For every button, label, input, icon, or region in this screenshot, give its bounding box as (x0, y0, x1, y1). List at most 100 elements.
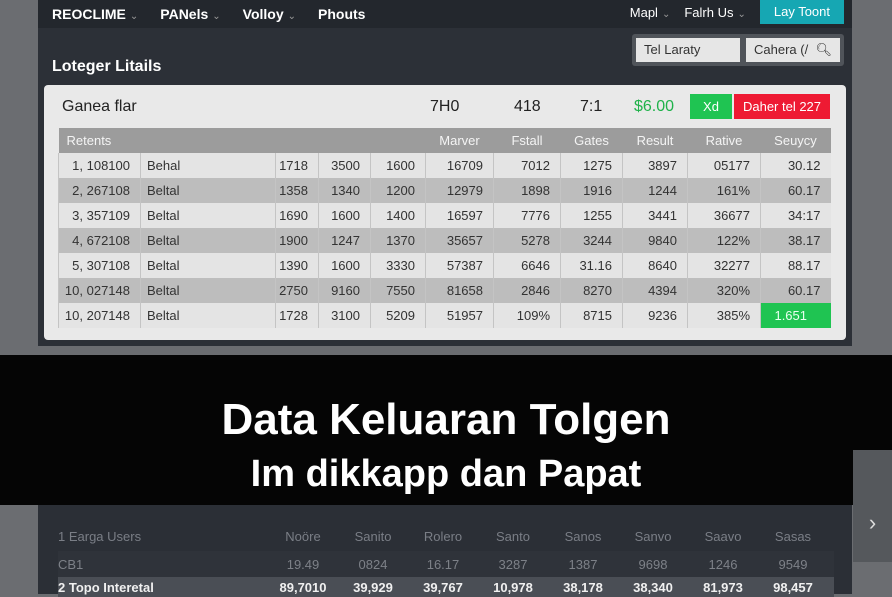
row-value: Sasas (774, 528, 812, 544)
row-label: 1 Earga Users (58, 528, 142, 544)
table-row[interactable]: 10, 207148 Beltal 1728 3100 5209 51957 109% 871… (58, 303, 831, 328)
table-cell: 05177 (687, 153, 761, 178)
table-cell: 3441 (622, 203, 688, 228)
table-cell: 1255 (560, 203, 623, 228)
table-cell: 1.651 (760, 303, 831, 328)
nav-item[interactable]: PANels ⌄ (160, 6, 221, 22)
chevron-right-icon[interactable]: › (868, 510, 877, 535)
name-cell: Beltal (140, 228, 276, 253)
column-header[interactable]: Result (622, 128, 688, 153)
row-value: 19.49 (286, 556, 320, 572)
row-value: 39,767 (423, 579, 463, 595)
table-cell: 1690 (275, 203, 319, 228)
row-value: 39,929 (353, 579, 393, 595)
table-cell: 81658 (425, 278, 494, 303)
row-value: Noöre (285, 528, 321, 544)
row-label: 2 Topo Interetal (58, 579, 154, 595)
table-cell: 60.17 (760, 178, 831, 203)
table-cell: 2846 (493, 278, 561, 303)
red-button[interactable]: Daher tel 227 (734, 94, 830, 119)
column-header[interactable]: Retents (58, 128, 426, 153)
table-cell: 122% (687, 228, 761, 253)
table-row[interactable]: 2, 267108 Beltal 1358 1340 1200 12979 1898 1916… (58, 178, 831, 203)
summary-value: 7H0 (430, 98, 460, 115)
nav-item[interactable]: Volloy ⌄ (242, 6, 297, 22)
row-value: 1387 (568, 556, 598, 572)
table-row[interactable]: 3, 357109 Beltal 1690 1600 1400 16597 7776 1255… (58, 203, 831, 228)
search-input[interactable]: Cahera (/ 🔍︎ (746, 38, 840, 62)
nav-right-item[interactable]: Falrh Us ⌄ (684, 4, 746, 20)
table-cell: 5, 307108 (58, 253, 141, 278)
table-cell: 9160 (318, 278, 371, 303)
summary-bar: Ganea flar 7H0 418 7:1 $6.00 Xd Daher te… (44, 85, 846, 127)
green-button[interactable]: Xd (690, 94, 732, 119)
table-cell: 1247 (318, 228, 371, 253)
name-cell: Beltal (140, 178, 276, 203)
row-value: 9698 (638, 556, 668, 572)
bottom-row: 2 Topo Interetal 89,7010 39,929 39,767 10,97… (58, 577, 834, 597)
nav-item[interactable]: Phouts (318, 6, 366, 22)
summary-label: Ganea flar (62, 98, 137, 115)
table-cell: 30.12 (760, 153, 831, 178)
table-row[interactable]: 5, 307108 Beltal 1390 1600 3330 57387 6646 31.1… (58, 253, 831, 278)
row-value: 16.17 (426, 556, 460, 572)
search-icon[interactable]: 🔍︎ (815, 42, 832, 57)
chevron-down-icon: ⌄ (287, 11, 297, 22)
row-value: 0824 (358, 556, 388, 572)
table-cell: 32277 (687, 253, 761, 278)
table-cell: 3100 (318, 303, 371, 328)
table-cell: 1358 (275, 178, 319, 203)
table-cell: 8270 (560, 278, 623, 303)
nav-right-item[interactable]: Mapl ⌄ (629, 4, 671, 20)
table-cell: 88.17 (760, 253, 831, 278)
side-panel: › (853, 450, 892, 562)
column-header[interactable]: Marver (425, 128, 494, 153)
row-value: Sanvo (634, 528, 672, 544)
column-header[interactable]: Rative (687, 128, 761, 153)
table-row[interactable]: 4, 672108 Beltal 1900 1247 1370 35657 5278 3244… (58, 228, 831, 253)
table-cell: 1898 (493, 178, 561, 203)
table-cell: 57387 (425, 253, 494, 278)
table-row[interactable]: 10, 027148 Beltal 2750 9160 7550 81658 2846 827… (58, 278, 831, 303)
table-cell: 161% (687, 178, 761, 203)
table-cell: 36677 (687, 203, 761, 228)
table-cell: 1244 (622, 178, 688, 203)
bottom-table: 1 Earga Users Noöre Sanito Rolero Santo Sanos… (38, 505, 852, 597)
row-value: Santo (496, 528, 530, 544)
row-label: CB1 (58, 556, 84, 572)
nav-item[interactable]: REOCLIME ⌄ (52, 6, 139, 22)
row-value: Rolero (423, 528, 463, 544)
column-header[interactable]: Seuycy (760, 128, 831, 153)
table-cell: 1370 (370, 228, 426, 253)
summary-value: 7:1 (580, 98, 603, 115)
table-cell: 4394 (622, 278, 688, 303)
table-cell: 1400 (370, 203, 426, 228)
table-cell: 31.16 (560, 253, 623, 278)
filter-input[interactable]: Tel Laraty (636, 38, 740, 62)
table-cell: 1900 (275, 228, 319, 253)
table-cell: 1916 (560, 178, 623, 203)
table-cell: 1600 (318, 203, 371, 228)
row-value: 10,978 (493, 579, 533, 595)
table-cell: 6646 (493, 253, 561, 278)
bottom-row: CB1 19.49 0824 16.17 3287 1387 9698 1246 9549 (58, 551, 834, 577)
data-table: Retents Marver Fstall Gates Result Rativ… (58, 128, 831, 328)
table-cell: 51957 (425, 303, 494, 328)
table-cell: 1390 (275, 253, 319, 278)
column-header[interactable]: Fstall (493, 128, 561, 153)
row-value: Saavo (704, 528, 742, 544)
row-value: 89,7010 (279, 579, 327, 595)
table-row[interactable]: 1, 108100 Behal 1718 3500 1600 16709 7012 1275 3… (58, 153, 831, 178)
top-nav: REOCLIME ⌄ PANels ⌄ Volloy ⌄ Phouts Mapl ⌄ F… (38, 0, 852, 28)
table-cell: 3330 (370, 253, 426, 278)
table-cell: 3500 (318, 153, 371, 178)
cta-button[interactable]: Lay Toont (759, 0, 844, 24)
table-cell: 4, 672108 (58, 228, 141, 253)
caption-title: Data Keluaran Tolgen (221, 395, 671, 444)
table-cell: 35657 (425, 228, 494, 253)
table-cell: 5209 (370, 303, 426, 328)
table-cell: 320% (687, 278, 761, 303)
column-header[interactable]: Gates (560, 128, 623, 153)
table-cell: 34:17 (760, 203, 831, 228)
table-cell: 7550 (370, 278, 426, 303)
